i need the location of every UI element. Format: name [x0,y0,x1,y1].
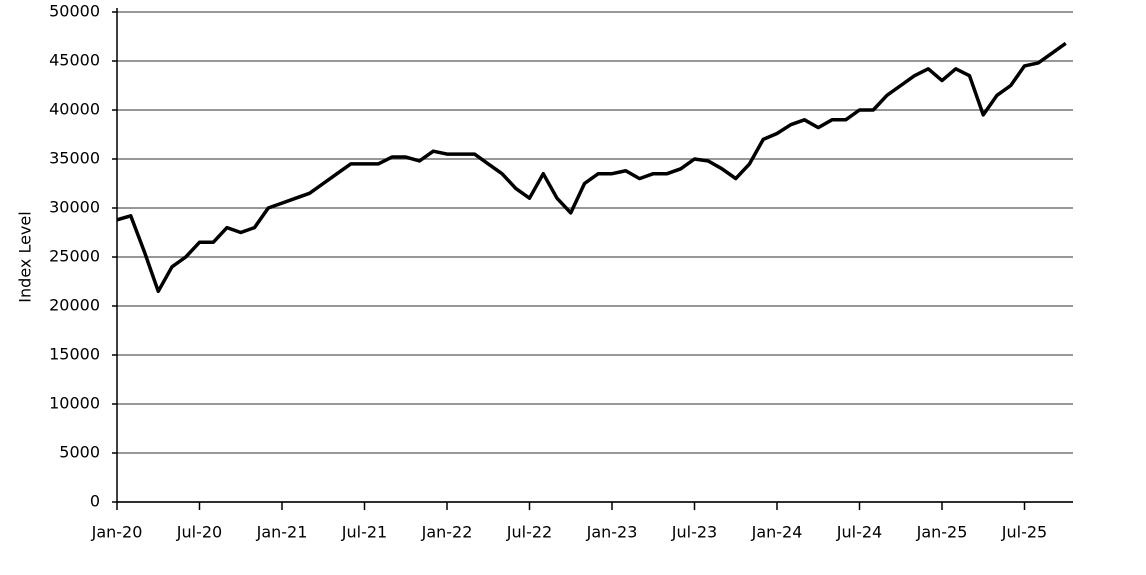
x-tick-label: Jul-24 [836,523,882,542]
y-tick-label: 25000 [49,247,100,266]
y-tick-label: 15000 [49,345,100,364]
y-axis-label: Index Level [16,211,35,302]
y-tick-label: 5000 [59,443,100,462]
x-tick-label: Jan-20 [91,523,143,542]
y-tick-label: 30000 [49,198,100,217]
y-tick-label: 45000 [49,51,100,70]
x-tick-label: Jul-23 [671,523,717,542]
y-tick-label: 10000 [49,394,100,413]
x-tick-label: Jul-20 [176,523,222,542]
x-tick-label: Jul-25 [1001,523,1047,542]
x-tick-label: Jan-21 [256,523,308,542]
x-tick-label: Jan-22 [421,523,473,542]
y-tick-label: 20000 [49,296,100,315]
y-tick-label: 40000 [49,100,100,119]
x-tick-label: Jan-24 [751,523,803,542]
y-tick-label: 35000 [49,149,100,168]
x-tick-label: Jan-25 [916,523,968,542]
x-tick-label: Jul-21 [341,523,387,542]
x-tick-label: Jan-23 [586,523,638,542]
x-tick-label: Jul-22 [506,523,552,542]
y-tick-label: 0 [90,492,100,511]
y-tick-label: 50000 [49,2,100,21]
data-line [116,41,1067,294]
